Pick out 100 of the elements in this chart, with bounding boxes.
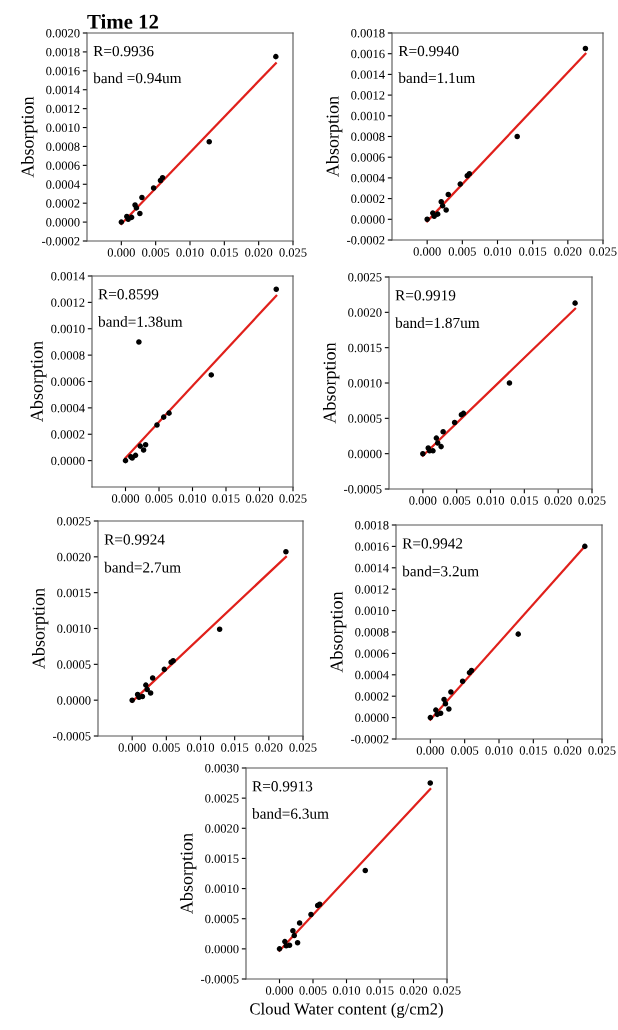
y-tick-label: 0.0006 [51,377,85,387]
y-tick-label: 0.0015 [57,588,91,598]
x-tick-label: 0.025 [589,247,617,256]
x-tick-label: 0.025 [279,494,307,503]
y-tick-label: 0.0014 [46,85,80,95]
y-tick-label: 0.0018 [351,29,385,38]
x-tick-label: 0.000 [107,248,135,257]
x-tick-label: 0.010 [186,743,215,752]
y-tick-label: 0.0002 [46,199,80,208]
x-tick-label: 0.015 [519,746,547,755]
y-tick-label: 0.0008 [351,132,385,142]
x-tick-label: 0.005 [448,247,476,256]
y-tick-label: 0.0004 [355,670,389,680]
x-tick-label: 0.005 [145,494,173,503]
x-tick-label: 0.025 [433,986,461,995]
y-tick-label: 0.0000 [205,944,239,954]
x-tick-label: 0.020 [245,248,273,257]
x-tick-label: 0.025 [578,496,606,505]
y-tick-label: 0.0002 [351,194,385,204]
y-tick-label: 0.0002 [355,692,389,701]
y-axis-title: Absorption [179,833,197,914]
x-tick-label: 0.025 [279,248,307,257]
y-tick-label: 0.0020 [46,29,80,38]
x-tick-label: 0.020 [554,247,582,256]
x-tick-label: 0.010 [332,986,361,995]
x-tick-label: 0.015 [210,248,238,257]
y-tick-label: 0.0014 [355,563,389,573]
annotation: band=1.87um [395,317,480,329]
x-tick-label: 0.020 [399,986,428,995]
y-tick-label: 0.0020 [57,552,91,562]
x-tick-label: 0.025 [289,743,317,752]
y-tick-label: 0.0006 [351,153,385,162]
annotation: band=2.7um [104,561,181,573]
y-tick-label: 0.0000 [351,215,385,224]
y-tick-label: 0.0012 [351,91,385,100]
y-tick-label: 0.0000 [355,713,389,723]
annotation: band=1.1um [398,72,476,84]
annotation: R=0.8599 [98,289,159,300]
x-tick-label: 0.015 [366,986,394,995]
x-tick-label: 0.015 [212,494,240,503]
y-tick-label: 0.0005 [205,914,239,924]
y-tick-label: 0.0000 [51,456,85,466]
y-tick-label: 0.0016 [355,542,389,551]
y-axis-title: Absorption [31,588,49,669]
y-tick-label: 0.0008 [46,142,80,151]
x-tick-label: 0.000 [409,496,437,505]
y-tick-label: 0.0015 [348,343,382,353]
y-tick-label: 0.0014 [351,70,385,79]
y-axis-title: Absorption [20,96,38,178]
y-tick-label: 0.0004 [46,180,80,189]
x-tick-label: 0.000 [413,247,441,256]
x-tick-label: 0.015 [519,247,547,256]
y-tick-label: 0.0000 [57,696,91,705]
x-tick-label: 0.020 [255,743,283,752]
x-tick-label: 0.025 [588,746,616,755]
y-tick-label: 0.0008 [51,351,85,360]
y-tick-label: 0.0030 [205,764,239,773]
x-tick-label: 0.010 [483,247,512,256]
x-tick-label: 0.000 [416,746,444,755]
x-tick-label: 0.010 [176,248,204,257]
y-tick-label: -0.0005 [52,732,91,741]
y-axis-title: Absorption [329,591,347,673]
y-tick-label: 0.0010 [348,379,382,388]
annotation: band =0.94um [93,72,182,84]
x-tick-label: 0.000 [111,494,140,503]
y-tick-label: -0.0005 [200,975,239,984]
y-tick-label: 0.0010 [57,624,91,634]
y-tick-label: 0.0020 [348,308,382,317]
y-tick-label: -0.0002 [41,237,80,246]
y-tick-label: 0.0016 [351,49,385,59]
y-tick-label: 0.0005 [348,414,382,423]
y-tick-label: 0.0006 [46,161,80,170]
annotation: R=0.9913 [252,781,313,792]
y-axis-title: Absorption [322,342,340,424]
y-tick-label: 0.0010 [205,884,239,894]
annotation: R=0.9942 [402,538,463,549]
y-tick-label: 0.0010 [351,111,385,121]
x-tick-label: 0.000 [265,986,294,995]
y-tick-label: 0.0010 [46,123,80,133]
y-tick-label: 0.0006 [355,649,389,658]
y-tick-label: 0.0020 [205,824,239,833]
y-tick-label: 0.0000 [46,218,80,227]
y-tick-label: 0.0002 [51,430,85,439]
y-tick-label: 0.0016 [46,66,80,76]
y-tick-label: -0.0002 [346,236,385,245]
y-axis-title: Absorption [30,341,47,422]
x-tick-label: 0.005 [299,986,327,995]
x-tick-label: 0.020 [554,746,582,755]
y-tick-label: -0.0002 [350,735,389,744]
x-tick-label: 0.005 [152,743,180,752]
x-tick-label: 0.010 [476,496,505,505]
annotation: band=3.2um [402,565,479,577]
x-tick-label: 0.020 [544,496,572,505]
y-axis-title: Absorption [325,96,343,177]
x-tick-label: 0.010 [178,494,207,503]
chart-title: Time 12 [87,14,159,29]
y-tick-label: 0.0012 [355,585,389,594]
x-tick-label: 0.020 [245,494,274,503]
annotation: band=6.3um [252,808,329,819]
y-tick-label: 0.0012 [46,104,80,114]
